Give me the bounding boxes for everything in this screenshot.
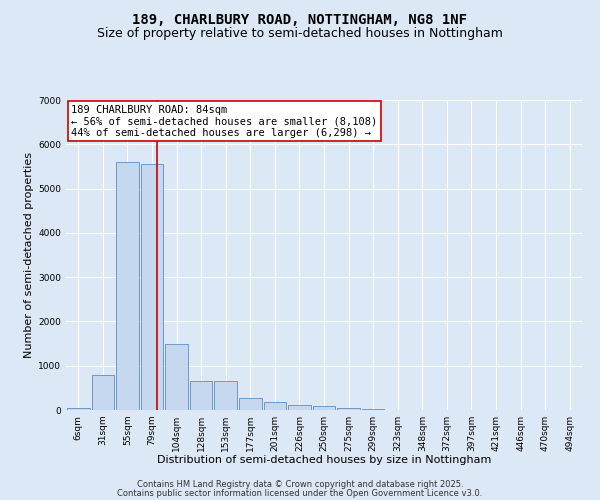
Bar xyxy=(239,398,262,410)
Bar xyxy=(165,344,188,410)
Text: Contains HM Land Registry data © Crown copyright and database right 2025.: Contains HM Land Registry data © Crown c… xyxy=(137,480,463,489)
Bar xyxy=(140,164,163,410)
Bar xyxy=(214,381,237,410)
Text: 189, CHARLBURY ROAD, NOTTINGHAM, NG8 1NF: 189, CHARLBURY ROAD, NOTTINGHAM, NG8 1NF xyxy=(133,12,467,26)
Bar xyxy=(313,406,335,410)
Text: Size of property relative to semi-detached houses in Nottingham: Size of property relative to semi-detach… xyxy=(97,28,503,40)
Bar xyxy=(92,374,114,410)
Bar xyxy=(263,402,286,410)
Bar xyxy=(362,408,385,410)
Bar xyxy=(116,162,139,410)
Bar xyxy=(288,404,311,410)
X-axis label: Distribution of semi-detached houses by size in Nottingham: Distribution of semi-detached houses by … xyxy=(157,456,491,466)
Text: Contains public sector information licensed under the Open Government Licence v3: Contains public sector information licen… xyxy=(118,488,482,498)
Y-axis label: Number of semi-detached properties: Number of semi-detached properties xyxy=(24,152,34,358)
Bar xyxy=(67,408,89,410)
Bar xyxy=(190,381,212,410)
Text: 189 CHARLBURY ROAD: 84sqm
← 56% of semi-detached houses are smaller (8,108)
44% : 189 CHARLBURY ROAD: 84sqm ← 56% of semi-… xyxy=(71,104,377,138)
Bar xyxy=(337,408,360,410)
